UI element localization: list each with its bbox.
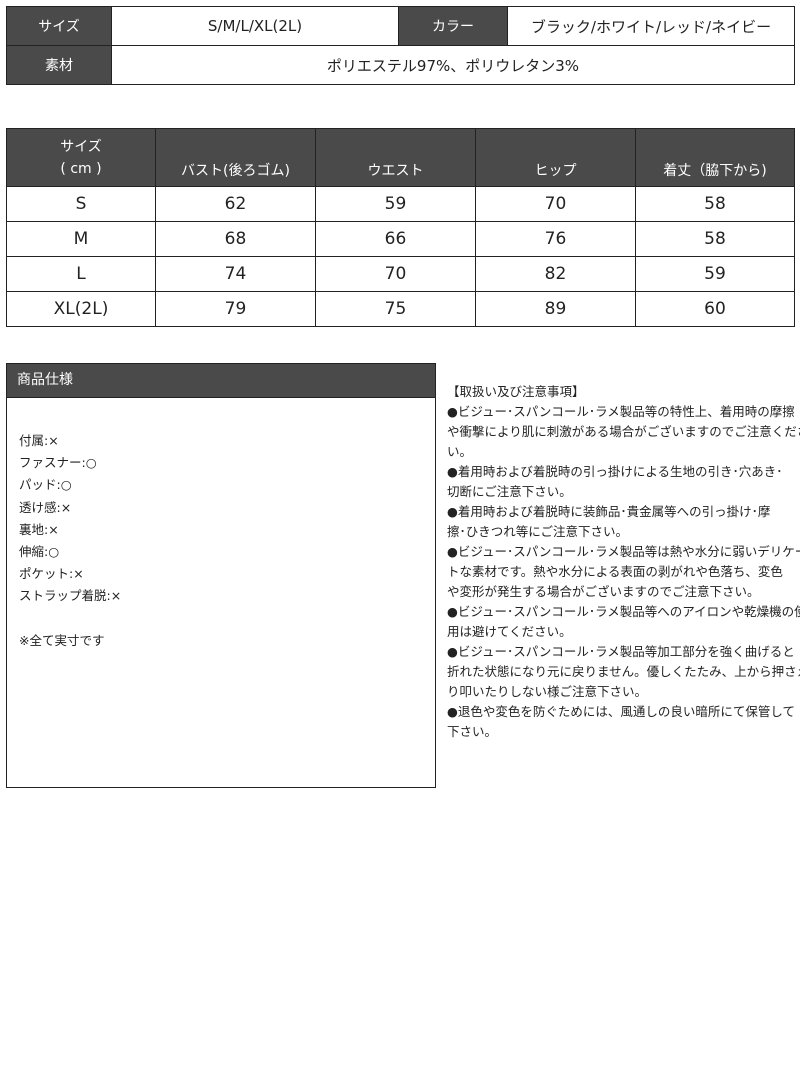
color-label: カラー [398,6,508,46]
spec-item: 裏地:× [19,521,59,537]
table-cell: 62 [155,186,316,222]
notes-title: 【取扱い及び注意事項】 [447,384,585,399]
note-line: ●ビジュー･スパンコール･ラメ製品等の特性上、着用時の摩擦 [447,404,795,419]
note-line: い。 [447,444,473,459]
size-label: サイズ [6,6,112,46]
note-line: 擦･ひきつれ等にご注意下さい。 [447,524,629,539]
table-cell: 79 [155,291,316,327]
table-cell: 75 [315,291,476,327]
material-label: 素材 [6,45,112,85]
header-size: サイズ ( cm ) [6,128,156,187]
spec-panel: 商品仕様 付属:× ファスナー:○ パッド:○ 透け感:× 裏地:× 伸縮:○ ポケット:×… [6,363,436,788]
note-line: トな素材です。熱や水分による表面の剥がれや色落ち、変色 [447,564,783,579]
spec-item: ※全て実寸です [19,632,105,648]
table-cell: 89 [475,291,636,327]
spec-item: ポケット:× [19,566,84,582]
spec-item: 伸縮:○ [19,544,60,560]
row-size: M [6,221,156,257]
product-info-table: サイズ S/M/L/XL(2L) カラー ブラック/ホワイト/レッド/ネイビー … [6,6,795,85]
spec-item: ファスナー:○ [19,455,97,471]
table-row: S 62 59 70 58 [6,186,795,222]
note-line: 折れた状態になり元に戻りません。優しくたたみ、上から押さえた [447,664,800,679]
table-cell: 70 [315,256,476,292]
size-value: S/M/L/XL(2L) [111,6,399,46]
table-cell: 82 [475,256,636,292]
table-cell: 58 [635,221,795,257]
note-line: ●ビジュー･スパンコール･ラメ製品等へのアイロンや乾燥機の使 [447,604,800,619]
table-cell: 58 [635,186,795,222]
table-cell: 59 [635,256,795,292]
spec-item [19,608,435,630]
note-line: ●着用時および着脱時の引っ掛けによる生地の引き･穴あき･ [447,464,783,479]
size-table-header: サイズ ( cm ) バスト(後ろゴム) ウエスト ヒップ 着丈（脇下から) [6,128,795,187]
table-row: L 74 70 82 59 [6,256,795,292]
table-cell: 59 [315,186,476,222]
table-row: XL(2L) 79 75 89 60 [6,291,795,327]
note-line: 切断にご注意下さい。 [447,484,572,499]
note-line: 用は避けてください。 [447,624,572,639]
care-notes: 【取扱い及び注意事項】 ●ビジュー･スパンコール･ラメ製品等の特性上、着用時の摩擦… [447,382,800,742]
note-line: 下さい。 [447,724,498,739]
note-line: ●退色や変色を防ぐためには、風通しの良い暗所にて保管して [447,704,796,719]
header-hip: ヒップ [475,128,636,187]
spec-item: ストラップ着脱:× [19,588,122,604]
spec-item: 透け感:× [19,499,72,515]
note-line: ●ビジュー･スパンコール･ラメ製品等は熱や水分に弱いデリケー [447,544,800,559]
note-line: ●着用時および着脱時に装飾品･貴金属等への引っ掛け･摩 [447,504,771,519]
spec-list: 付属:× ファスナー:○ パッド:○ 透け感:× 裏地:× 伸縮:○ ポケット:× ストラップ… [7,398,435,652]
spec-title: 商品仕様 [7,364,435,398]
table-cell: 74 [155,256,316,292]
table-cell: 76 [475,221,636,257]
table-cell: 68 [155,221,316,257]
note-line: や衝撃により肌に刺激がある場合がございますのでご注意くださ [447,424,800,439]
row-size: L [6,256,156,292]
header-bust: バスト(後ろゴム) [155,128,316,187]
row-size: S [6,186,156,222]
note-line: や変形が発生する場合がございますのでご注意下さい。 [447,584,760,599]
header-length: 着丈（脇下から) [635,128,795,187]
table-cell: 70 [475,186,636,222]
row-size: XL(2L) [6,291,156,327]
header-size-label: サイズ [60,138,102,155]
note-line: り叩いたりしない様ご注意下さい。 [447,684,648,699]
spec-item: パッド:○ [19,477,72,493]
table-row: M 68 66 76 58 [6,221,795,257]
header-unit-label: ( cm ) [60,160,102,177]
note-line: ●ビジュー･スパンコール･ラメ製品等加工部分を強く曲げると [447,644,795,659]
color-value: ブラック/ホワイト/レッド/ネイビー [507,6,795,46]
spec-item: 付属:× [19,433,59,448]
table-cell: 60 [635,291,795,327]
table-cell: 66 [315,221,476,257]
header-waist: ウエスト [315,128,476,187]
material-value: ポリエステル97%、ポリウレタン3% [111,45,795,85]
